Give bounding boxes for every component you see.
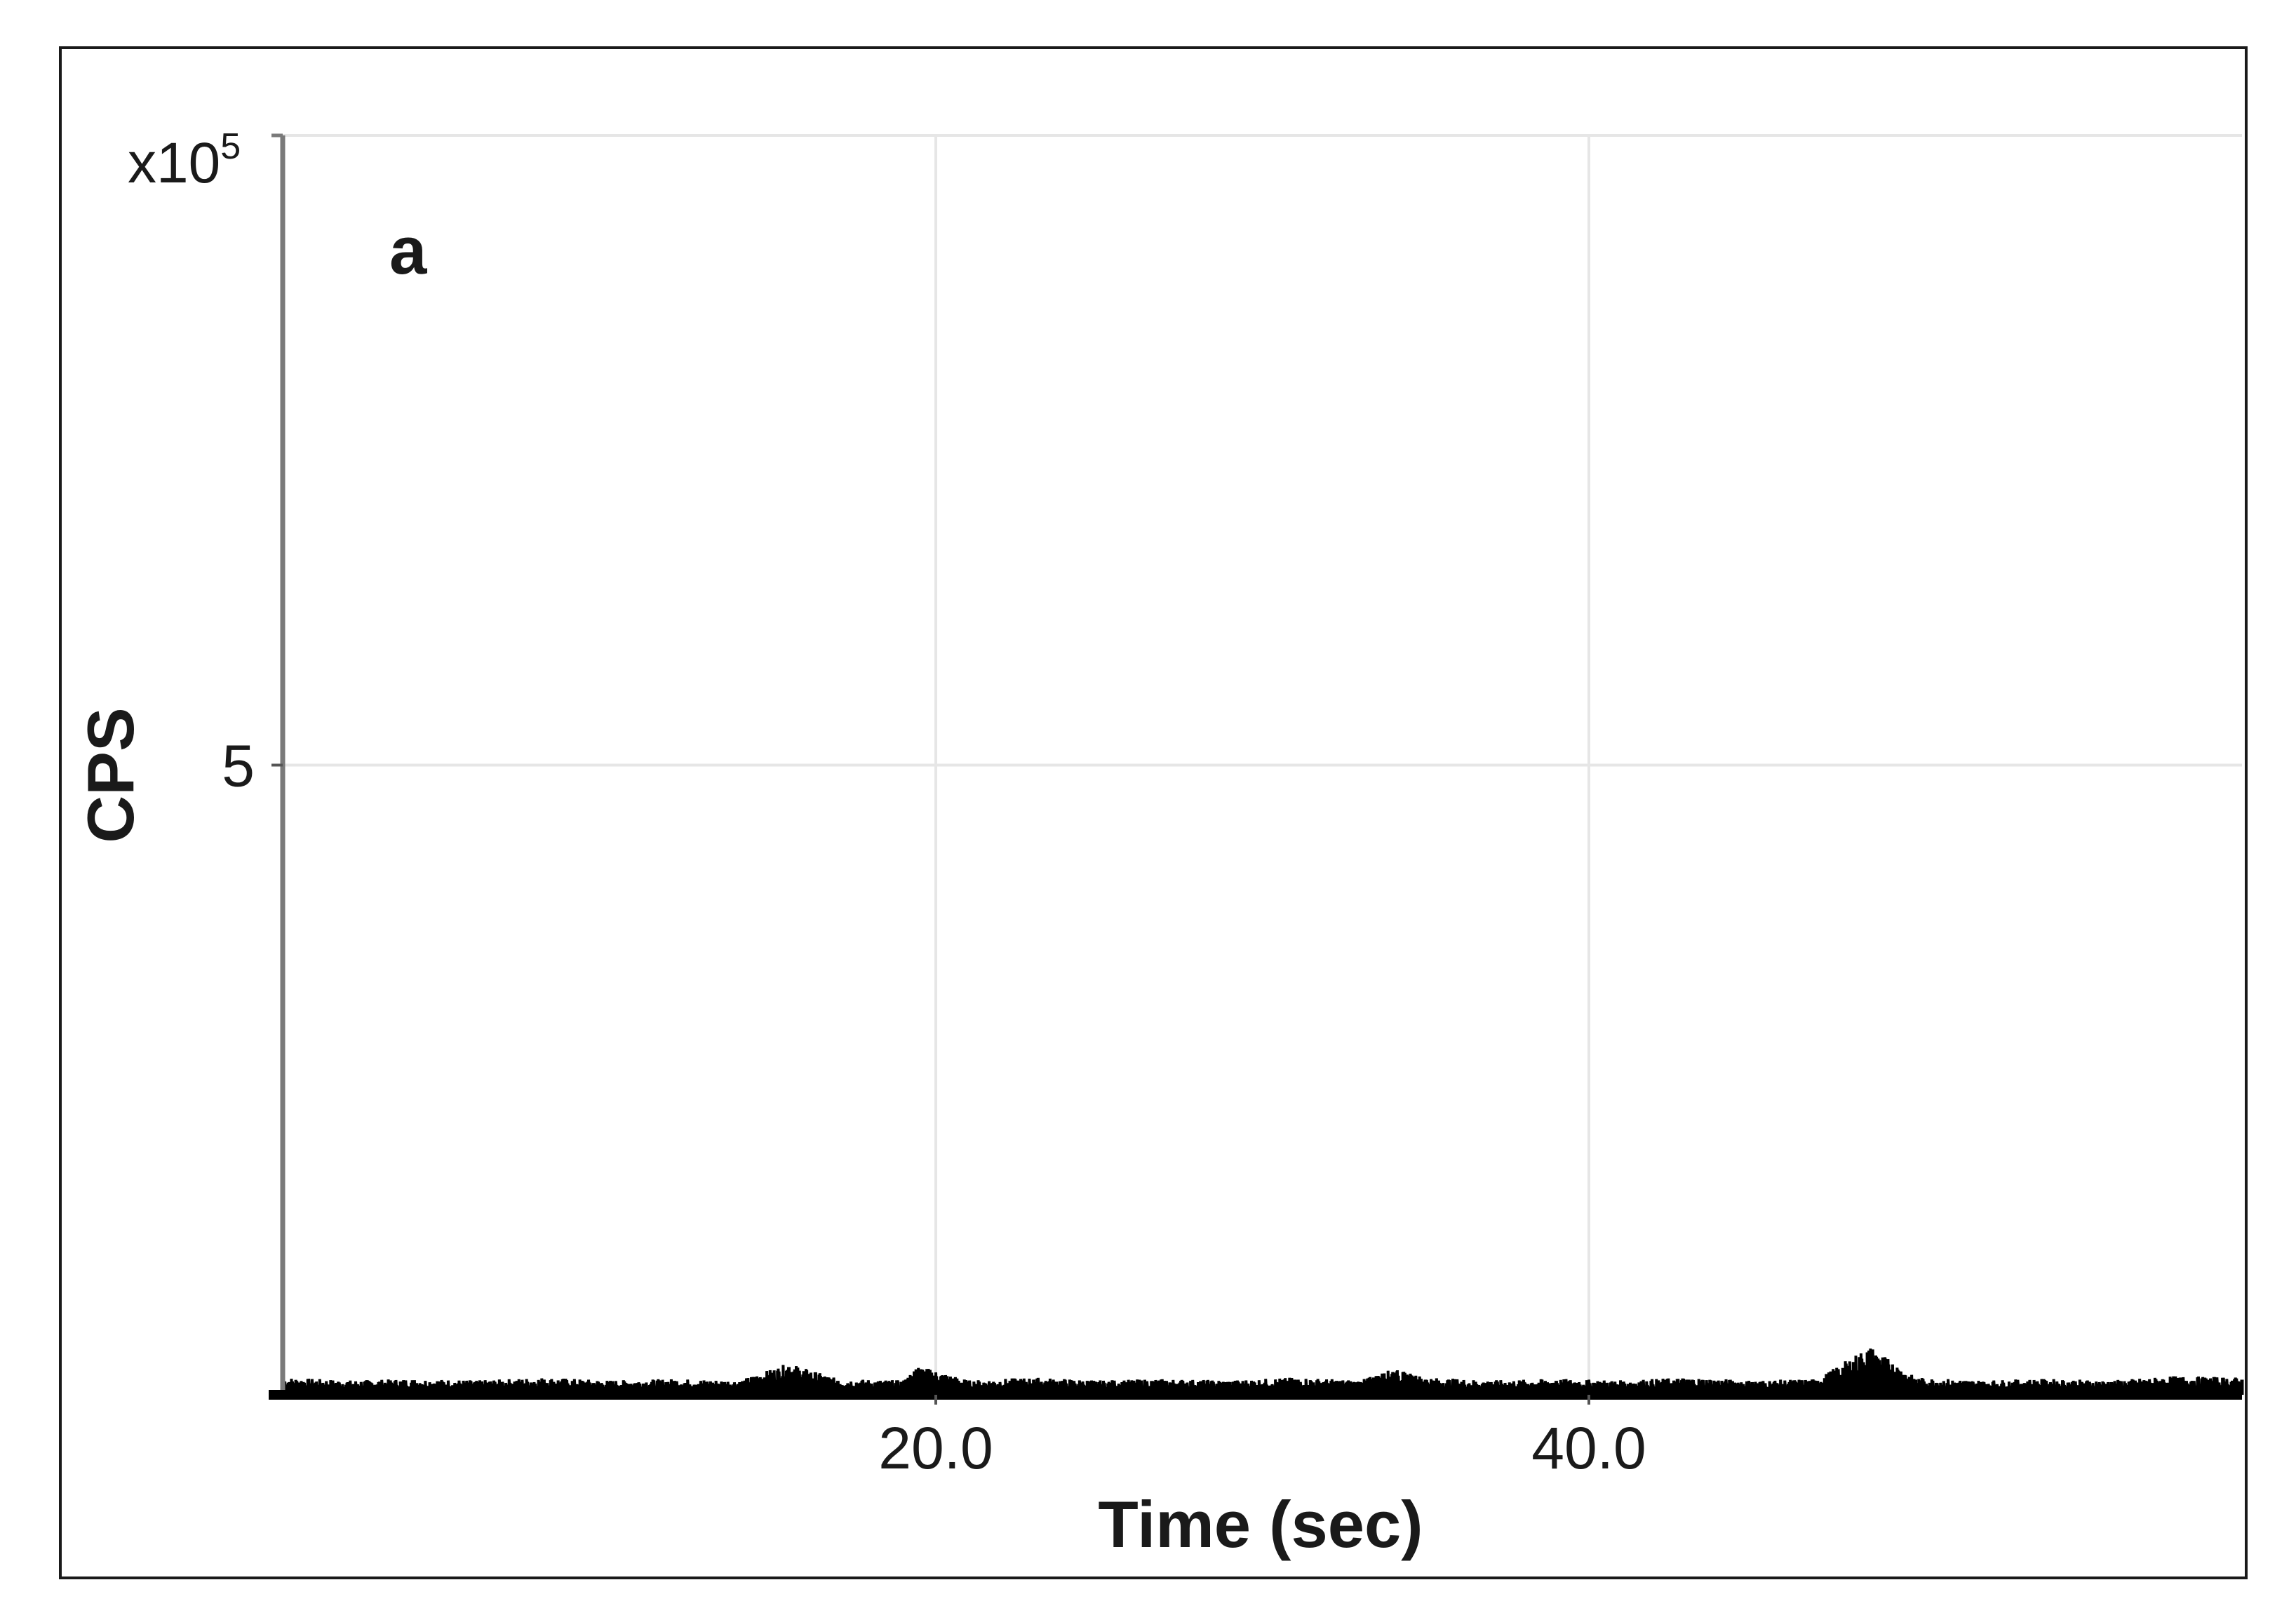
tick-labels: 20.0 40.0 5 [222, 733, 1646, 1482]
y-multiplier-label: x105 [128, 126, 241, 195]
y-axis-label: CPS [74, 707, 147, 843]
figure-frame [59, 46, 2248, 1579]
y-multiplier-base: x10 [128, 131, 220, 195]
grid-lines [283, 134, 2242, 1395]
y-tick-label: 5 [222, 733, 255, 799]
x-axis-label: Time (sec) [1098, 1487, 1423, 1561]
y-multiplier-exponent: 5 [220, 126, 241, 167]
panel-label: a [389, 213, 427, 288]
x-tick-label: 20.0 [878, 1415, 993, 1481]
x-tick-label: 40.0 [1531, 1415, 1646, 1481]
axes [269, 133, 2242, 1405]
